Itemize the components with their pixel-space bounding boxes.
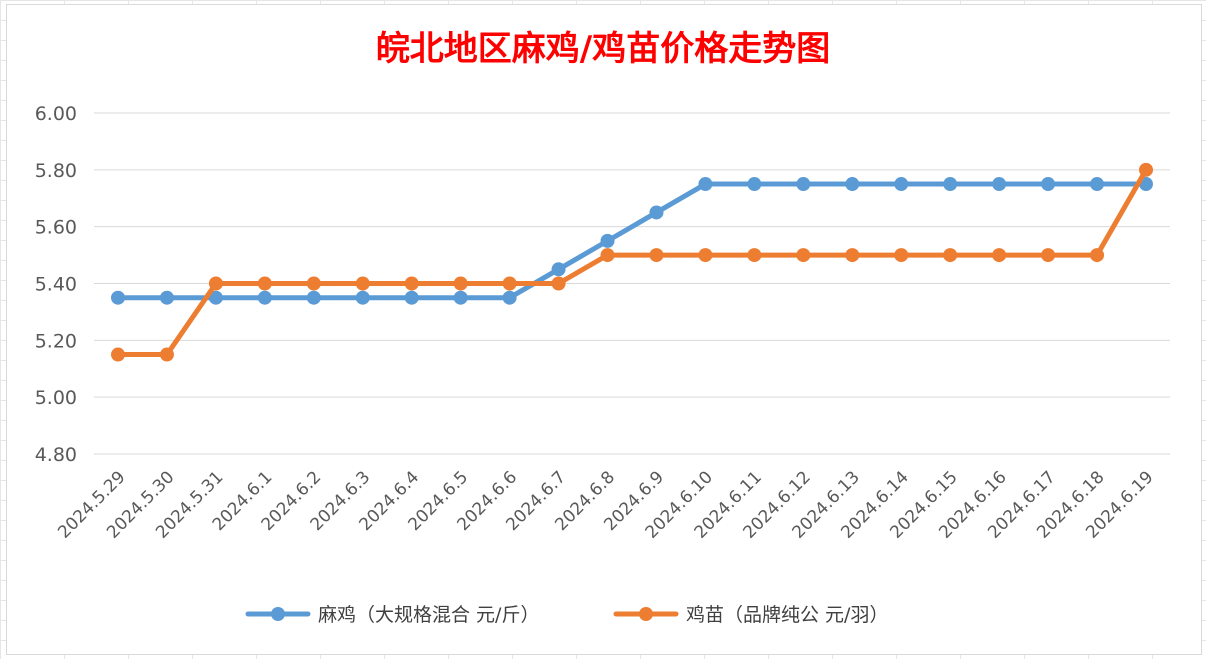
series-line bbox=[115, 181, 1149, 301]
x-axis-ticks: 2024.5.292024.5.302024.5.312024.6.12024.… bbox=[54, 467, 1157, 542]
data-point[interactable] bbox=[159, 290, 174, 305]
legend-label: 鸡苗（品牌纯公 元/羽） bbox=[686, 604, 888, 626]
data-point[interactable] bbox=[796, 177, 811, 192]
data-point[interactable] bbox=[111, 347, 125, 362]
data-point[interactable] bbox=[404, 276, 419, 291]
series-2 bbox=[111, 162, 1153, 362]
data-point[interactable] bbox=[1090, 248, 1105, 263]
data-point[interactable] bbox=[306, 276, 321, 291]
data-point[interactable] bbox=[649, 205, 664, 220]
data-point[interactable] bbox=[992, 248, 1007, 263]
data-point[interactable] bbox=[1090, 177, 1105, 192]
data-point[interactable] bbox=[159, 347, 174, 362]
data-point[interactable] bbox=[698, 248, 713, 263]
chart-title: 皖北地区麻鸡/鸡苗价格走势图 bbox=[376, 29, 830, 69]
legend-point-marker bbox=[271, 607, 285, 621]
data-point[interactable] bbox=[600, 233, 615, 248]
y-tick-label: 5.60 bbox=[35, 217, 77, 239]
data-point[interactable] bbox=[894, 248, 909, 263]
legend[interactable]: 麻鸡（大规格混合 元/斤） 鸡苗（品牌纯公 元/羽） bbox=[245, 604, 888, 626]
data-point[interactable] bbox=[453, 290, 468, 305]
series-1 bbox=[111, 177, 1153, 305]
y-tick-label: 4.80 bbox=[35, 444, 77, 466]
data-point[interactable] bbox=[1041, 248, 1056, 263]
y-tick-label: 5.20 bbox=[35, 330, 77, 352]
data-point[interactable] bbox=[355, 276, 370, 291]
data-point[interactable] bbox=[1139, 162, 1153, 177]
data-point[interactable] bbox=[894, 177, 909, 192]
data-point[interactable] bbox=[551, 262, 566, 277]
data-point[interactable] bbox=[796, 248, 811, 263]
y-tick-label: 5.00 bbox=[35, 387, 77, 409]
data-point[interactable] bbox=[502, 276, 517, 291]
legend-item-1[interactable]: 麻鸡（大规格混合 元/斤） bbox=[245, 604, 539, 626]
data-point[interactable] bbox=[257, 290, 272, 305]
data-point[interactable] bbox=[943, 248, 958, 263]
y-axis-ticks: 4.80 5.00 5.20 5.40 5.60 5.80 6.00 bbox=[35, 103, 77, 466]
data-point[interactable] bbox=[208, 276, 223, 291]
data-point[interactable] bbox=[551, 276, 566, 291]
series-layer bbox=[111, 162, 1153, 362]
data-point[interactable] bbox=[208, 290, 223, 305]
data-point[interactable] bbox=[257, 276, 272, 291]
data-point[interactable] bbox=[355, 290, 370, 305]
data-point[interactable] bbox=[600, 248, 615, 263]
y-tick-label: 5.80 bbox=[35, 160, 77, 182]
series-line bbox=[115, 167, 1149, 358]
data-point[interactable] bbox=[845, 248, 860, 263]
data-point[interactable] bbox=[845, 177, 860, 192]
data-point[interactable] bbox=[453, 276, 468, 291]
y-tick-label: 6.00 bbox=[35, 103, 77, 125]
data-point[interactable] bbox=[747, 177, 762, 192]
data-point[interactable] bbox=[698, 177, 713, 192]
data-point[interactable] bbox=[404, 290, 419, 305]
data-point[interactable] bbox=[649, 248, 664, 263]
y-tick-label: 5.40 bbox=[35, 274, 77, 296]
legend-item-2[interactable]: 鸡苗（品牌纯公 元/羽） bbox=[613, 604, 888, 626]
data-point[interactable] bbox=[111, 290, 125, 305]
data-point[interactable] bbox=[502, 290, 517, 305]
legend-point-marker bbox=[639, 607, 653, 621]
legend-label: 麻鸡（大规格混合 元/斤） bbox=[318, 604, 539, 626]
data-point[interactable] bbox=[943, 177, 958, 192]
data-point[interactable] bbox=[992, 177, 1007, 192]
data-point[interactable] bbox=[1041, 177, 1056, 192]
data-point[interactable] bbox=[747, 248, 762, 263]
data-point[interactable] bbox=[306, 290, 321, 305]
